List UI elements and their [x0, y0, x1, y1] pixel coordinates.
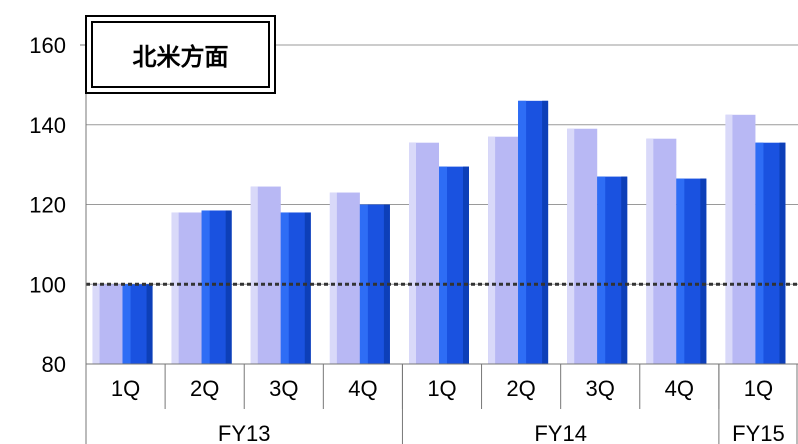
- bar-highlight: [201, 210, 210, 364]
- bar-highlight: [250, 186, 258, 364]
- bar: [171, 212, 202, 364]
- bar: [250, 186, 281, 364]
- bar-highlight: [329, 192, 337, 364]
- bar-highlight: [518, 100, 527, 364]
- y-tick-label: 80: [42, 352, 66, 377]
- bar-highlight: [567, 128, 575, 364]
- bar: [518, 100, 549, 364]
- group-label: FY14: [534, 421, 587, 444]
- bar-shade: [700, 178, 707, 364]
- bar-highlight: [122, 284, 131, 364]
- category-label: 4Q: [348, 376, 377, 401]
- category-label: 1Q: [427, 376, 456, 401]
- bar: [725, 114, 756, 364]
- category-label: 2Q: [190, 376, 219, 401]
- bar: [329, 192, 360, 364]
- y-tick-label: 100: [29, 272, 66, 297]
- chart-title: 北米方面: [132, 43, 229, 71]
- bar: [755, 142, 786, 364]
- y-tick-label: 160: [29, 33, 66, 58]
- bar-shade: [383, 204, 390, 364]
- bar-shade: [542, 100, 549, 364]
- bar-highlight: [359, 204, 368, 364]
- bar: [280, 212, 311, 364]
- bar-shade: [779, 142, 786, 364]
- chart-title-box: 北米方面: [85, 15, 276, 94]
- labels: 80 100 120 140 160 FY13 FY14 FY15 1Q 2Q 3Q 4Q 1Q 2Q 3Q…: [29, 33, 784, 444]
- bar: [597, 176, 628, 364]
- bar-highlight: [597, 176, 606, 364]
- bar: [646, 138, 677, 364]
- bar-shade: [304, 212, 311, 364]
- category-label: 4Q: [665, 376, 694, 401]
- bar-highlight: [439, 166, 447, 364]
- bar: [201, 210, 232, 364]
- bar-shade: [621, 176, 628, 364]
- bar: [488, 136, 519, 364]
- category-label: 2Q: [506, 376, 535, 401]
- bar-highlight: [409, 142, 416, 364]
- bar-highlight: [646, 138, 654, 364]
- bar-highlight: [280, 212, 289, 364]
- category-label: 1Q: [744, 376, 773, 401]
- bar-shade: [146, 284, 153, 364]
- y-tick-label: 140: [29, 113, 66, 138]
- bar: [567, 128, 598, 364]
- bar-shade: [225, 210, 232, 364]
- bar: [92, 284, 123, 364]
- bar-highlight: [755, 142, 764, 364]
- category-label: 3Q: [586, 376, 615, 401]
- bar-highlight: [171, 212, 179, 364]
- y-tick-label: 120: [29, 193, 66, 218]
- bar: [122, 284, 153, 364]
- bar-highlight: [488, 136, 496, 364]
- chart-title-frame: 北米方面: [91, 21, 270, 88]
- bar: [676, 178, 707, 364]
- bar-shade: [463, 166, 469, 364]
- category-label: 1Q: [111, 376, 140, 401]
- bar-highlight: [725, 114, 733, 364]
- group-label: FY15: [732, 421, 785, 444]
- bar: [409, 142, 439, 364]
- bar-highlight: [92, 284, 100, 364]
- axes: [80, 44, 798, 444]
- group-label: FY13: [218, 421, 271, 444]
- category-label: 3Q: [269, 376, 298, 401]
- bars: [92, 100, 786, 364]
- bar: [439, 166, 469, 364]
- bar-highlight: [676, 178, 685, 364]
